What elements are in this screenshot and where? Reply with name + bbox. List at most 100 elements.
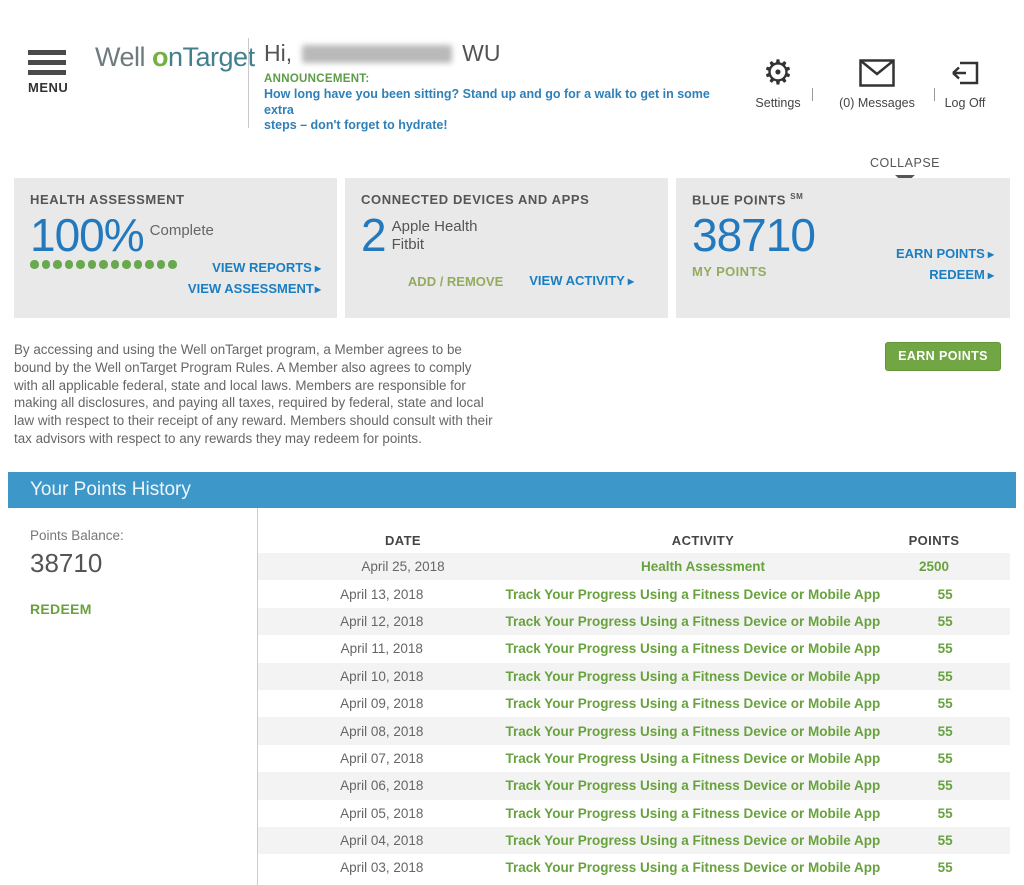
progress-dot [64, 260, 73, 269]
summary-panels: HEALTH ASSESSMENT 100% Complete VIEW REP… [14, 178, 1010, 318]
greeting-prefix: Hi, [264, 40, 293, 66]
table-row: April 04, 2018 Track Your Progress Using… [258, 826, 1010, 855]
row-points: 55 [937, 586, 953, 602]
row-date: April 08, 2018 [340, 723, 424, 739]
row-activity[interactable]: Track Your Progress Using a Fitness Devi… [505, 723, 881, 739]
greeting-suffix: WU [462, 40, 501, 66]
row-date: April 07, 2018 [340, 750, 424, 766]
row-date: April 05, 2018 [340, 805, 424, 821]
view-activity-link[interactable]: VIEW ACTIVITY ▶ [529, 273, 634, 288]
table-header-row: DATE ACTIVITY POINTS [258, 533, 1010, 553]
view-assessment-link[interactable]: VIEW ASSESSMENT▶ [187, 281, 321, 296]
row-activity[interactable]: Track Your Progress Using a Fitness Devi… [505, 668, 881, 684]
row-activity[interactable]: Health Assessment [640, 559, 766, 575]
row-points: 55 [937, 833, 953, 849]
device-item: Fitbit [391, 236, 425, 253]
envelope-icon [859, 59, 895, 87]
row-points: 55 [937, 613, 953, 629]
table-row: April 06, 2018 Track Your Progress Using… [258, 772, 1010, 800]
table-row: April 09, 2018 Track Your Progress Using… [258, 690, 1010, 717]
row-activity[interactable]: Track Your Progress Using a Fitness Devi… [505, 778, 881, 794]
points-column-header: POINTS [908, 533, 960, 548]
row-points: 55 [937, 723, 953, 739]
row-points: 55 [937, 805, 953, 821]
progress-dot [30, 260, 39, 269]
progress-dot [110, 260, 119, 269]
menu-label: MENU [28, 80, 69, 95]
logoff-label: Log Off [944, 96, 986, 110]
table-row: April 13, 2018 Track Your Progress Using… [258, 580, 1010, 607]
row-date: April 09, 2018 [340, 696, 424, 712]
progress-dot [87, 260, 96, 269]
row-points: 2500 [918, 559, 950, 575]
program-rules-legal-text: By accessing and using the Well onTarget… [14, 342, 493, 446]
points-history-section: Points Balance: 38710 REDEEM DATE ACTIVI… [8, 508, 1016, 885]
header-divider [248, 38, 249, 128]
date-column-header: DATE [384, 533, 422, 548]
points-balance-label: Points Balance: [30, 528, 124, 543]
points-history-header: Your Points History [8, 472, 1016, 508]
announcement-text: How long have you been sitting? Stand up… [264, 87, 710, 132]
row-date: April 04, 2018 [340, 833, 424, 849]
blue-points-value: 38710 [692, 209, 816, 261]
header-pipe-divider [934, 88, 935, 101]
earn-points-button[interactable]: EARN POINTS [885, 342, 1001, 371]
row-activity[interactable]: Track Your Progress Using a Fitness Devi… [505, 805, 881, 821]
arrow-right-icon: ▶ [987, 250, 994, 259]
redacted-user-name [302, 44, 453, 63]
row-date: April 12, 2018 [340, 613, 424, 629]
blue-points-title: BLUE POINTS SM [692, 192, 804, 208]
messages-label: (0) Messages [839, 96, 915, 110]
row-points: 55 [937, 641, 953, 657]
row-points: 55 [937, 750, 953, 766]
row-date: April 10, 2018 [340, 668, 424, 684]
settings-label: Settings [755, 96, 801, 110]
add-remove-link[interactable]: ADD / REMOVE [407, 274, 504, 289]
redeem-link[interactable]: REDEEM ▶ [929, 267, 994, 282]
row-activity[interactable]: Track Your Progress Using a Fitness Devi… [505, 641, 881, 657]
connected-devices-panel: CONNECTED DEVICES AND APPS 2 Apple Healt… [345, 178, 668, 318]
messages-button[interactable]: (0) Messages [832, 54, 922, 110]
arrow-right-icon: ▶ [314, 285, 321, 294]
logo-part-target: nTarget [168, 42, 255, 72]
row-activity[interactable]: Track Your Progress Using a Fitness Devi… [505, 586, 881, 602]
settings-button[interactable]: ⚙ Settings [748, 54, 808, 110]
row-activity[interactable]: Track Your Progress Using a Fitness Devi… [505, 750, 881, 766]
gear-icon: ⚙ [762, 53, 794, 93]
earn-points-link[interactable]: EARN POINTS ▶ [896, 246, 994, 261]
health-panel-title: HEALTH ASSESSMENT [30, 192, 185, 207]
table-row: April 10, 2018 Track Your Progress Using… [258, 662, 1010, 690]
row-activity[interactable]: Track Your Progress Using a Fitness Devi… [505, 833, 881, 849]
row-activity[interactable]: Track Your Progress Using a Fitness Devi… [505, 860, 881, 876]
view-reports-link[interactable]: VIEW REPORTS ▶ [212, 260, 321, 275]
table-row: April 11, 2018 Track Your Progress Using… [258, 635, 1010, 662]
row-activity[interactable]: Track Your Progress Using a Fitness Devi… [505, 613, 881, 629]
my-points-link[interactable]: MY POINTS [692, 264, 767, 279]
points-balance-value: 38710 [30, 548, 103, 578]
row-date: April 11, 2018 [340, 641, 423, 657]
menu-button[interactable]: MENU [28, 50, 72, 95]
log-off-icon [952, 61, 979, 85]
row-points: 55 [937, 860, 953, 876]
redeem-button[interactable]: REDEEM [30, 601, 92, 617]
arrow-right-icon: ▶ [627, 277, 634, 286]
row-date: April 06, 2018 [340, 778, 424, 794]
devices-count: 2 [361, 209, 387, 261]
health-assessment-panel: HEALTH ASSESSMENT 100% Complete VIEW REP… [14, 178, 337, 318]
logo-part-well: Well [95, 42, 153, 72]
arrow-right-icon: ▶ [314, 264, 321, 273]
progress-dot [99, 260, 108, 269]
health-completion-value: 100% [30, 209, 145, 261]
row-date: April 25, 2018 [361, 559, 445, 575]
progress-dot [122, 260, 131, 269]
row-points: 55 [937, 696, 953, 712]
activity-column-header: ACTIVITY [671, 533, 735, 548]
row-activity[interactable]: Track Your Progress Using a Fitness Devi… [505, 696, 881, 712]
logoff-button[interactable]: Log Off [934, 54, 996, 110]
well-ontarget-logo[interactable]: Well onTarget [95, 42, 255, 73]
user-greeting: Hi, WU [264, 40, 500, 67]
table-row: April 03, 2018 Track Your Progress Using… [258, 854, 1010, 881]
row-points: 55 [937, 668, 953, 684]
progress-dot [133, 260, 142, 269]
